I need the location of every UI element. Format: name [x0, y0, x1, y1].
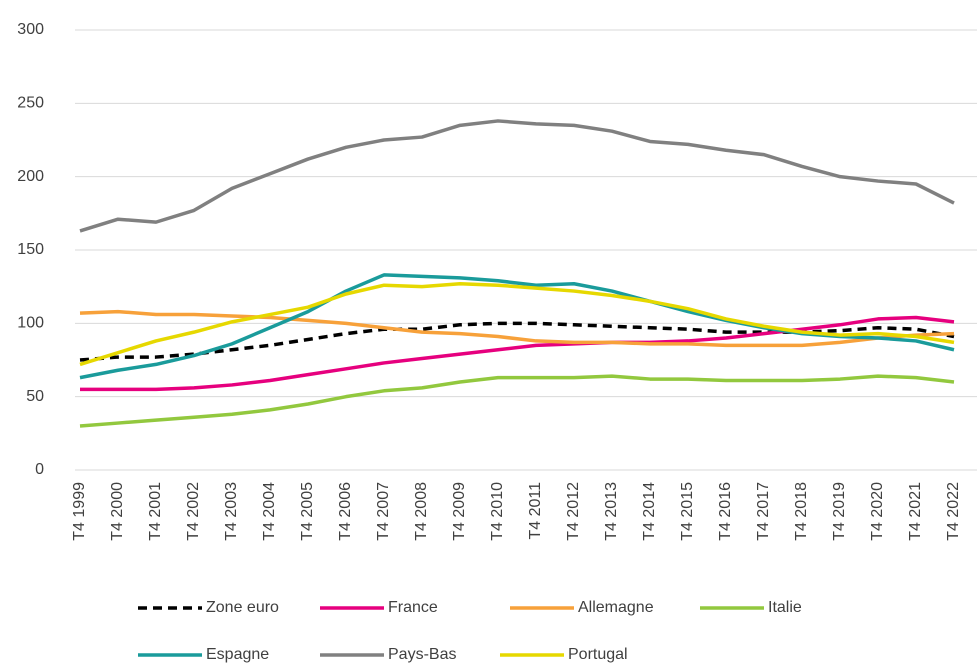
x-tick-label: T4 2010: [489, 482, 506, 541]
legend-label: Zone euro: [206, 599, 279, 616]
x-tick-label: T4 2015: [679, 482, 696, 541]
x-tick-label: T4 1999: [71, 482, 88, 541]
line-series: [79, 321, 955, 362]
x-tick-label: T4 2001: [147, 482, 164, 541]
x-tick-label: T4 2009: [451, 482, 468, 541]
legend-label: France: [388, 599, 438, 616]
legend-label: Espagne: [206, 646, 269, 663]
legend-label: Portugal: [568, 646, 628, 663]
x-tick-label: T4 2003: [223, 482, 240, 541]
x-tick-label: T4 2002: [185, 482, 202, 541]
line-series: [80, 315, 955, 392]
legend-label: Allemagne: [578, 599, 654, 616]
y-tick-label: 200: [17, 168, 44, 185]
x-tick-label: T4 2008: [413, 482, 430, 541]
line-series: [79, 374, 955, 428]
x-tick-label: T4 2022: [945, 482, 962, 541]
x-tick-label: T4 2013: [603, 482, 620, 541]
y-tick-label: 150: [17, 241, 44, 258]
x-tick-label: T4 2016: [717, 482, 734, 541]
y-tick-label: 250: [17, 95, 44, 112]
legend-label: Pays-Bas: [388, 646, 456, 663]
x-tick-label: T4 2012: [565, 482, 582, 541]
x-tick-label: T4 2020: [869, 482, 886, 541]
line-series: [79, 281, 955, 367]
x-tick-label: T4 2000: [109, 482, 126, 541]
x-tick-label: T4 2011: [527, 482, 544, 540]
x-tick-label: T4 2014: [641, 482, 658, 541]
y-tick-label: 100: [17, 315, 44, 332]
y-tick-label: 50: [26, 388, 44, 405]
line-series: [79, 309, 955, 348]
x-tick-label: T4 2004: [261, 482, 278, 541]
x-tick-label: T4 2018: [793, 482, 810, 541]
x-tick-label: T4 2006: [337, 482, 354, 541]
legend-label: Italie: [768, 599, 802, 616]
x-tick-label: T4 2021: [907, 482, 924, 541]
y-tick-label: 300: [17, 21, 44, 38]
x-tick-label: T4 2005: [299, 482, 316, 541]
y-tick-label: 0: [35, 461, 44, 478]
x-tick-label: T4 2017: [755, 482, 772, 541]
x-tick-label: T4 2007: [375, 482, 392, 541]
line-series: [79, 119, 955, 233]
x-tick-label: T4 2019: [831, 482, 848, 541]
